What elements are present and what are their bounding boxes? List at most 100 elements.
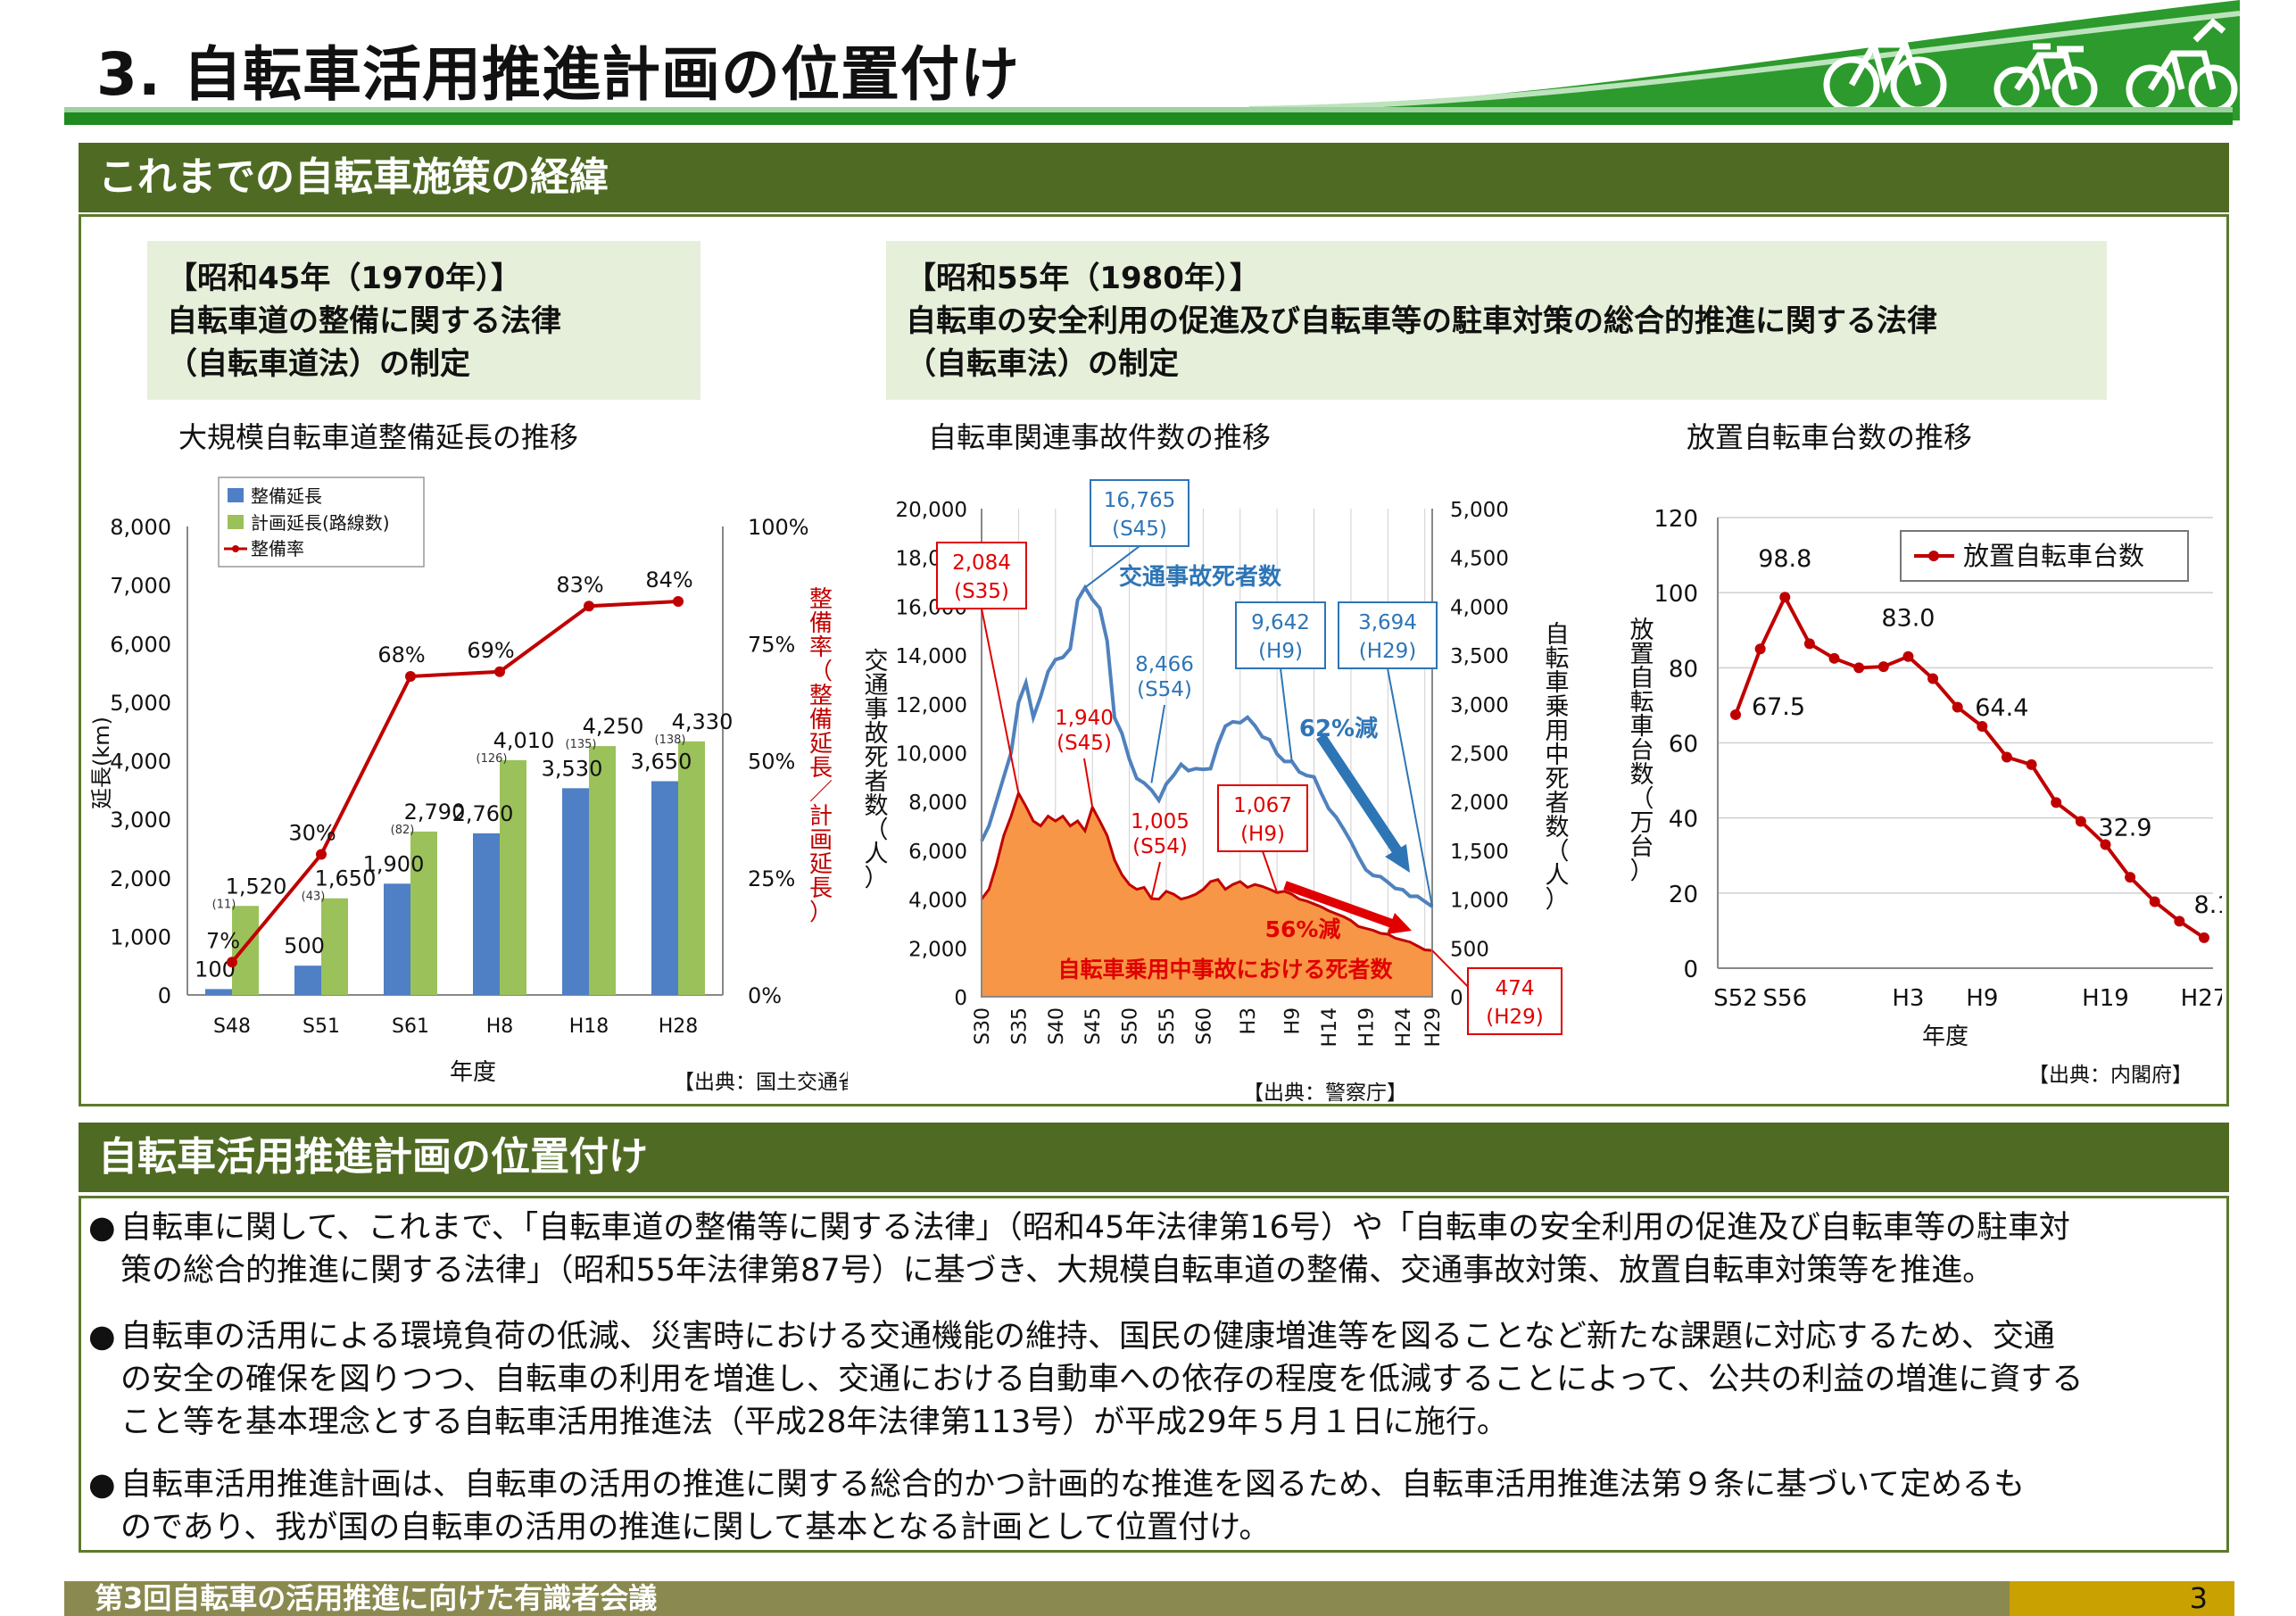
svg-text:整: 整 (809, 683, 833, 709)
x-tick-label: S35 (1008, 1007, 1031, 1045)
svg-text:（: （ (1630, 785, 1654, 813)
data-label-planned: 1,520 (226, 874, 287, 899)
x-tick-label: H3 (1892, 985, 1924, 1012)
bar-planned-length (232, 906, 259, 995)
policy-p3-line1: 自転車活用推進計画は、自転車の活用の推進に関する総合的かつ計画的な推進を図るため… (120, 1467, 2025, 1503)
label-traffic-fatalities: 交通事故死者数 (1119, 563, 1282, 591)
legend-swatch-maintained (228, 488, 244, 502)
x-tick-label: S60 (1193, 1007, 1215, 1045)
y-tick-label: 6,000 (110, 632, 171, 657)
legend-label-planned: 計画延長(路線数) (251, 512, 390, 534)
x-tick-label: S40 (1046, 1007, 1068, 1045)
svg-text:延: 延 (809, 731, 833, 758)
callout-bike-s54-pointer (1150, 861, 1161, 899)
point-abandoned-bicycles (1803, 638, 1815, 650)
data-label-abandoned: 67.5 (1752, 693, 1805, 721)
svg-text:（: （ (865, 816, 889, 844)
svg-text:）: ） (1546, 886, 1570, 914)
law2-name: 自転車の安全利用の促進及び自転車等の駐車対策の総合的推進に関する法律 (906, 303, 1937, 339)
point-abandoned-bicycles (1828, 652, 1840, 664)
point-maintenance-rate (227, 957, 237, 968)
svg-text:）: ） (1630, 858, 1654, 885)
y2-tick-label: 4,500 (1450, 548, 1509, 571)
y2-tick-label: 100% (748, 515, 809, 540)
x-tick-label: H3 (1238, 1007, 1260, 1035)
data-label-planned: 4,250 (583, 714, 644, 739)
bar-planned-length (678, 741, 705, 995)
y-tick-label: 2,000 (908, 938, 967, 961)
svg-text:車: 車 (1630, 713, 1654, 741)
x-tick-label: H9 (1282, 1007, 1305, 1035)
svg-text:備: 備 (809, 610, 833, 637)
x-tick-label: S45 (1082, 1007, 1105, 1045)
y-tick-label: 60 (1669, 732, 1698, 758)
chart3-title: 放置自転車台数の推移 (1687, 420, 1973, 454)
point-abandoned-bicycles (2100, 839, 2111, 850)
title-rule (64, 112, 2233, 125)
point-abandoned-bicycles (1754, 643, 1766, 655)
x-tick-label: S48 (213, 1015, 251, 1038)
data-label-route-count: (135) (566, 738, 597, 751)
callout-total-peak-pointer (1084, 545, 1140, 589)
svg-text:画: 画 (809, 827, 833, 854)
callout-bike-s35-value: 2,084 (952, 551, 1011, 575)
y-axis-title: 延長(km) (89, 717, 114, 809)
y2-tick-label: 4,000 (1450, 596, 1509, 619)
svg-text:交: 交 (865, 648, 889, 675)
legend-swatch-rate-marker (232, 545, 239, 552)
x-tick-label: H18 (569, 1015, 609, 1038)
point-abandoned-bicycles (1853, 662, 1865, 674)
svg-text:台: 台 (1630, 833, 1654, 861)
trend-arrow-total (1316, 733, 1405, 860)
chart-bicycle-accidents: 0 2,000 4,000 6,000 8,000 10,000 12,000 14,000 1… (865, 479, 1570, 1105)
y-tick-label: 8,000 (110, 515, 171, 540)
callout-bike-s54-value: 1,005 (1131, 810, 1189, 833)
callout-bike-h29-value: 474 (1496, 977, 1535, 1000)
callout-total-h29-pointer (1387, 667, 1433, 907)
policy-p2-line2: の安全の確保を図りつつ、自転車の利用を増進し、交通における自動車への依存の程度を… (120, 1362, 2084, 1397)
x-tick-label: S51 (303, 1015, 340, 1038)
svg-text:故: 故 (865, 720, 889, 748)
section-header-history: これまでの自転車施策の経緯 (79, 143, 2229, 212)
svg-text:）: ） (809, 899, 833, 926)
policy-paragraph-2: ● 自転車の活用による環境負荷の低減、災害時における交通機能の維持、国民の健康増… (88, 1315, 2200, 1444)
svg-text:整: 整 (809, 586, 833, 613)
point-maintenance-rate (584, 601, 594, 612)
legend-label-maintained: 整備延長 (251, 485, 322, 507)
callout-total-h9-box (1235, 601, 1326, 669)
bar-maintained-length (384, 883, 410, 995)
legend-label-abandoned: 放置自転車台数 (1963, 541, 2144, 571)
data-label-route-count: (43) (302, 891, 326, 904)
svg-text:長: 長 (809, 875, 833, 902)
point-abandoned-bicycles (2001, 751, 2012, 763)
x-tick-label: H8 (486, 1015, 514, 1038)
callout-bike-h9-pointer (1262, 850, 1279, 893)
data-label-abandoned: 8.1 (2194, 891, 2222, 919)
data-label-rate: 83% (556, 572, 603, 597)
svg-text:放: 放 (1630, 617, 1654, 644)
svg-text:（: （ (1546, 838, 1570, 866)
data-label-rate: 68% (377, 642, 425, 667)
data-label-route-count: (126) (477, 752, 508, 766)
point-abandoned-bicycles (1779, 592, 1791, 603)
data-label-abandoned: 98.8 (1758, 545, 1811, 573)
legend-swatch-planned (228, 515, 244, 529)
page-number: 3 (2010, 1581, 2234, 1616)
svg-text:数: 数 (1630, 761, 1654, 789)
x-tick-label: H19 (1355, 1007, 1378, 1048)
point-abandoned-bicycles (2199, 932, 2209, 943)
label-bicycle-fatalities: 自転車乗用中事故における死者数 (1057, 957, 1393, 982)
chart1-title: 大規模自転車道整備延長の推移 (178, 420, 579, 454)
y-tick-label: 14,000 (896, 645, 967, 668)
svg-text:数: 数 (1546, 814, 1570, 841)
x-axis-title: 年度 (1922, 1023, 1969, 1050)
y-tick-label: 6,000 (908, 841, 967, 864)
svg-text:置: 置 (1630, 641, 1654, 668)
y-tick-label: 3,000 (110, 808, 171, 833)
law2-enactment: （自転車法）の制定 (906, 346, 1179, 382)
data-label-planned: 2,790 (404, 800, 466, 825)
y-tick-label: 5,000 (110, 691, 171, 716)
point-abandoned-bicycles (2075, 816, 2086, 827)
x-tick-label: S55 (1156, 1007, 1179, 1045)
header-decoration (1249, 0, 2240, 120)
